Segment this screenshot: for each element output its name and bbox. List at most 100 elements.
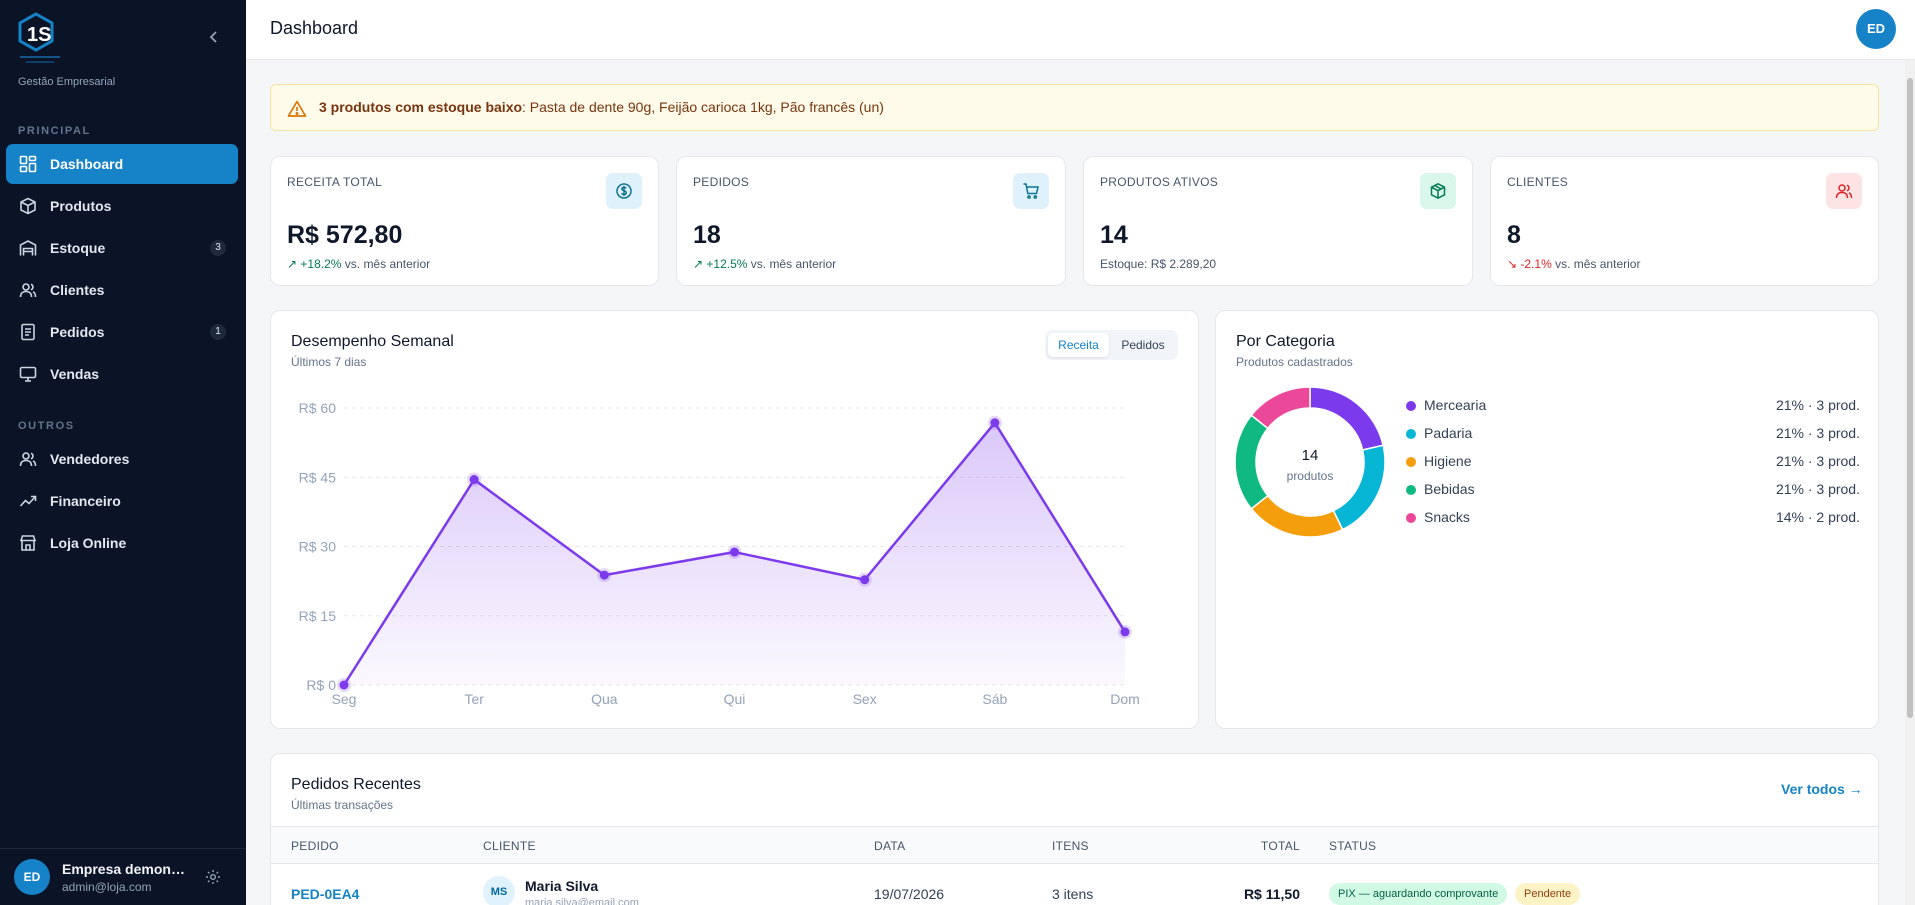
legend-swatch: [1406, 457, 1416, 467]
stat-delta: -2.1%: [1520, 257, 1552, 271]
svg-text:1S: 1S: [27, 24, 51, 46]
sidebar-item-label: Vendas: [50, 366, 100, 382]
stat-label: PEDIDOS: [693, 175, 750, 189]
data-point[interactable]: [860, 575, 870, 585]
x-tick-label: Qui: [724, 691, 746, 707]
stat-suffix: vs. mês anterior: [341, 257, 431, 271]
legend-item: Mercearia 21% · 3 prod.: [1406, 397, 1860, 415]
avatar[interactable]: ED: [1856, 9, 1896, 49]
card-title: Desempenho Semanal: [291, 333, 454, 350]
low-stock-alert: 3 produtos com estoque baixo: Pasta de d…: [270, 84, 1879, 131]
stat-trend: ↗ +12.5% vs. mês anterior: [693, 257, 836, 271]
cart-icon: [1013, 173, 1049, 209]
data-point[interactable]: [339, 680, 349, 690]
sidebar-item-vendedores[interactable]: Vendedores: [6, 439, 238, 479]
trending-up-icon: [18, 491, 38, 511]
legend-swatch: [1406, 429, 1416, 439]
clipboard-icon: [18, 322, 38, 342]
sidebar-item-clientes[interactable]: Clientes: [6, 270, 238, 310]
gear-icon[interactable]: [205, 869, 221, 885]
chart-toggle: Receita Pedidos: [1045, 330, 1178, 360]
legend-swatch: [1406, 401, 1416, 411]
sidebar-item-dashboard[interactable]: Dashboard: [6, 144, 238, 184]
sidebar-item-produtos[interactable]: Produtos: [6, 186, 238, 226]
sidebar-item-label: Estoque: [50, 240, 106, 256]
donut-slice[interactable]: [1250, 494, 1344, 538]
sidebar-item-label: Clientes: [50, 282, 105, 298]
stat-label: PRODUTOS ATIVOS: [1100, 175, 1219, 189]
donut-center-value: 14: [1302, 447, 1319, 464]
toggle-pedidos[interactable]: Pedidos: [1121, 338, 1165, 352]
y-tick-label: R$ 45: [299, 469, 337, 485]
trend-up-icon: ↗: [287, 257, 301, 271]
order-date: 19/07/2026: [874, 886, 945, 902]
data-point[interactable]: [990, 418, 1000, 428]
sidebar-item-label: Dashboard: [50, 156, 124, 172]
legend-label: Higiene: [1424, 453, 1472, 469]
monitor-icon: [18, 364, 38, 384]
avatar: ED: [14, 859, 50, 895]
data-point[interactable]: [730, 547, 739, 557]
trend-up-icon: ↗: [693, 257, 707, 271]
alert-detail-text: : Pasta de dente 90g, Feijão carioca 1kg…: [522, 99, 884, 115]
data-point[interactable]: [469, 475, 479, 485]
sidebar-item-loja-online[interactable]: Loja Online: [6, 523, 238, 563]
stat-delta: +12.5%: [706, 257, 748, 271]
page-scrollbar[interactable]: [1905, 60, 1915, 905]
sidebar-item-financeiro[interactable]: Financeiro: [6, 481, 238, 521]
column-header: PEDIDO: [291, 839, 339, 853]
chevron-left-icon: [209, 31, 217, 43]
store-icon: [18, 533, 38, 553]
order-id-link[interactable]: PED-0EA4: [291, 886, 360, 902]
column-header: ITENS: [1052, 839, 1089, 853]
brand-subtitle: Gestão Empresarial: [18, 76, 116, 88]
y-tick-label: R$ 0: [306, 677, 336, 693]
donut-slice[interactable]: [1309, 386, 1385, 451]
legend-swatch: [1406, 513, 1416, 523]
toggle-receita[interactable]: Receita: [1048, 333, 1109, 357]
section-label-outros: OUTROS: [18, 420, 75, 432]
legend-label: Mercearia: [1424, 397, 1487, 413]
column-header: DATA: [874, 839, 906, 853]
stat-delta: +18.2%: [300, 257, 342, 271]
payment-badge: PIX — aguardando comprovante: [1329, 883, 1508, 905]
sidebar-item-vendas[interactable]: Vendas: [6, 354, 238, 394]
grid-icon: [18, 154, 38, 174]
user-profile[interactable]: ED Empresa demonstração admin@loja.com: [0, 848, 246, 905]
alert-bold-text: 3 produtos com estoque baixo: [319, 99, 523, 115]
sidebar-badge: 3: [210, 240, 226, 256]
card-subtitle: Últimas transações: [291, 798, 394, 812]
data-point[interactable]: [599, 570, 609, 580]
x-tick-label: Qua: [591, 691, 618, 707]
sidebar-item-estoque[interactable]: Estoque 3: [6, 228, 238, 268]
sidebar-item-label: Pedidos: [50, 324, 105, 340]
card-title: Por Categoria: [1236, 333, 1335, 350]
view-all-orders-link[interactable]: Ver todos →: [1781, 781, 1863, 797]
sidebar-item-label: Produtos: [50, 198, 112, 214]
legend-item: Bebidas 21% · 3 prod.: [1406, 481, 1860, 499]
trend-down-icon: ↘: [1507, 257, 1521, 271]
scrollbar-thumb[interactable]: [1907, 78, 1913, 718]
donut-slice[interactable]: [1234, 414, 1269, 510]
weekly-line-chart: R$ 0 R$ 15 R$ 30 R$ 45 R$ 60 Seg Ter Qua Qui Sex S…: [299, 400, 1140, 707]
sidebar-badge: 1: [210, 324, 226, 340]
legend-label: Padaria: [1424, 425, 1473, 441]
stat-label: RECEITA TOTAL: [287, 175, 383, 189]
stat-label: CLIENTES: [1507, 175, 1569, 189]
sidebar-item-pedidos[interactable]: Pedidos 1: [6, 312, 238, 352]
sidebar: 1S Gestão Empresarial PRINCIPAL Dashboar…: [0, 0, 246, 905]
data-point[interactable]: [1120, 627, 1130, 637]
collapse-sidebar-button[interactable]: [206, 28, 222, 46]
card-subtitle: Últimos 7 dias: [291, 355, 367, 369]
stat-card-produtos-ativos: PRODUTOS ATIVOS 14 Estoque: R$ 2.289,20: [1083, 156, 1473, 286]
donut-slice[interactable]: [1250, 386, 1311, 430]
legend-value: 21% · 3 prod.: [1775, 481, 1860, 497]
package-icon: [1420, 173, 1456, 209]
topbar: Dashboard ED: [246, 0, 1915, 60]
donut-slice[interactable]: [1332, 444, 1386, 531]
x-tick-label: Sáb: [982, 691, 1007, 707]
legend-label: Snacks: [1424, 509, 1470, 525]
users-icon: [1826, 173, 1862, 209]
column-header: CLIENTE: [483, 839, 536, 853]
x-tick-label: Sex: [853, 691, 877, 707]
